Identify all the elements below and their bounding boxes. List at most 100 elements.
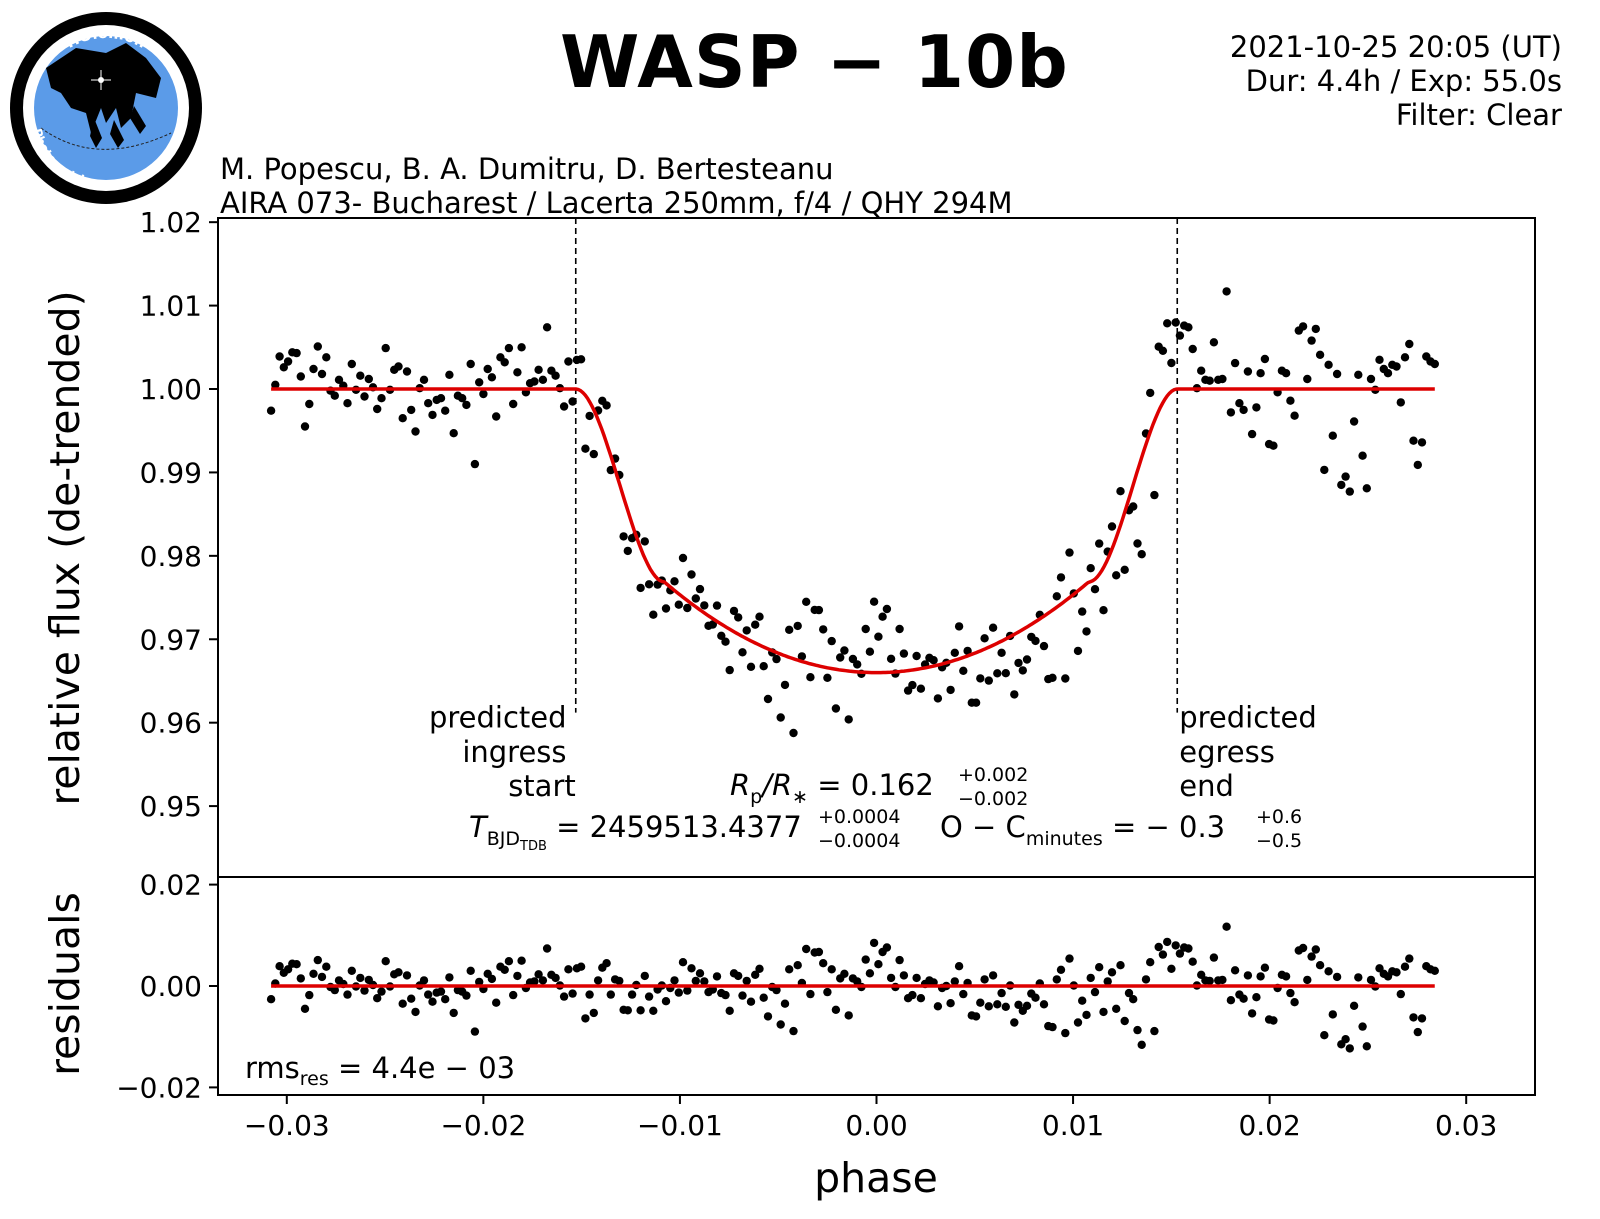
flux-data-point bbox=[1286, 396, 1295, 405]
flux-data-point bbox=[407, 405, 416, 415]
residual-data-point bbox=[373, 994, 382, 1003]
flux-data-point bbox=[424, 399, 433, 408]
residual-data-point bbox=[806, 989, 815, 999]
residual-data-point bbox=[1392, 968, 1401, 977]
flux-data-point bbox=[402, 367, 412, 376]
residual-data-point bbox=[542, 944, 552, 953]
residual-data-point bbox=[492, 998, 501, 1007]
flux-data-point bbox=[517, 343, 526, 352]
flux-data-point bbox=[950, 648, 959, 657]
flux-data-point bbox=[585, 411, 594, 421]
flux-data-point bbox=[836, 653, 845, 662]
flux-data-point bbox=[954, 622, 964, 631]
logo-peninsula-1 bbox=[90, 118, 102, 148]
flux-data-point bbox=[763, 694, 773, 704]
ingress-label-line: ingress bbox=[462, 735, 566, 769]
flux-data-point bbox=[542, 323, 552, 332]
flux-data-point bbox=[398, 414, 407, 423]
flux-data-point bbox=[1167, 358, 1176, 368]
residual-data-point bbox=[398, 999, 407, 1008]
holomon-logo: HOlomon Photometric Software bbox=[10, 12, 202, 204]
residual-data-point bbox=[695, 969, 705, 978]
flux-data-point bbox=[1349, 417, 1359, 426]
flux-data-point bbox=[356, 371, 365, 380]
flux-data-point bbox=[1052, 592, 1062, 601]
residual-data-point bbox=[1345, 1044, 1355, 1053]
flux-data-point bbox=[500, 358, 509, 367]
residual-y-ticks: −0.02 0.00 0.02 bbox=[116, 869, 218, 1104]
flux-data-point bbox=[674, 600, 683, 609]
flux-data-point bbox=[305, 399, 314, 409]
observers: M. Popescu, B. A. Dumitru, D. Bertestean… bbox=[220, 152, 834, 186]
flux-data-point bbox=[1290, 411, 1299, 420]
residual-data-point bbox=[275, 962, 284, 971]
residual-data-point bbox=[470, 1027, 480, 1036]
main-y-tick-label: 0.97 bbox=[140, 623, 202, 656]
rms-subscript: res bbox=[300, 1068, 329, 1090]
flux-data-point bbox=[1226, 408, 1236, 417]
filter-info: Filter: Clear bbox=[1395, 98, 1562, 132]
flux-data-point bbox=[568, 397, 577, 406]
flux-data-point bbox=[1065, 548, 1074, 557]
t-symbol: T bbox=[469, 810, 489, 844]
main-y-tick-label: 1.00 bbox=[140, 373, 202, 406]
flux-data-point bbox=[1120, 565, 1129, 574]
x-axis-label: phase bbox=[814, 1154, 938, 1202]
residual-data-point bbox=[640, 971, 649, 981]
flux-data-point bbox=[827, 636, 836, 646]
flux-data-point bbox=[538, 375, 548, 384]
o-minus-c-label: O − Cminutes = − 0.3 bbox=[940, 810, 1225, 850]
flux-data-point bbox=[1150, 490, 1159, 500]
flux-data-point bbox=[487, 373, 497, 382]
flux-data-point bbox=[759, 662, 768, 671]
flux-data-point bbox=[475, 378, 484, 387]
flux-data-point bbox=[802, 597, 811, 606]
residual-data-point bbox=[305, 990, 314, 1000]
logo-land-shape bbox=[46, 43, 161, 133]
residual-data-point bbox=[831, 1005, 841, 1014]
flux-data-point bbox=[980, 634, 989, 643]
flux-data-point bbox=[976, 674, 985, 683]
residual-data-point bbox=[424, 990, 433, 999]
residual-data-point bbox=[402, 971, 412, 980]
residual-data-points bbox=[266, 922, 1440, 1053]
flux-data-point bbox=[441, 406, 450, 415]
observer-info: M. Popescu, B. A. Dumitru, D. Bertestean… bbox=[220, 152, 1013, 220]
flux-data-point bbox=[1345, 487, 1355, 496]
flux-data-point bbox=[844, 715, 853, 724]
residual-data-point bbox=[1252, 993, 1261, 1002]
residual-data-point bbox=[725, 1006, 734, 1015]
flux-data-point bbox=[296, 372, 305, 381]
residual-data-point bbox=[1230, 966, 1240, 975]
flux-data-point bbox=[445, 370, 454, 379]
residual-data-point bbox=[436, 987, 446, 996]
t-err-down: −0.0004 bbox=[818, 830, 900, 852]
flux-data-point bbox=[1230, 358, 1240, 368]
flux-data-point bbox=[483, 364, 492, 374]
flux-data-point bbox=[458, 394, 467, 403]
residual-data-point bbox=[292, 960, 301, 969]
flux-data-point bbox=[1400, 353, 1410, 362]
flux-data-point bbox=[364, 374, 373, 384]
flux-data-point bbox=[1281, 369, 1291, 378]
flux-data-point bbox=[1022, 655, 1032, 664]
t-value: = 2459513.4377 bbox=[547, 810, 802, 844]
flux-data-point bbox=[347, 359, 356, 369]
rp-err-down: −0.002 bbox=[958, 788, 1028, 810]
flux-data-point bbox=[275, 352, 284, 361]
flux-data-point bbox=[1354, 370, 1363, 379]
residual-y-tick-label: 0.02 bbox=[140, 869, 202, 902]
residual-data-point bbox=[1065, 954, 1074, 963]
residual-data-point bbox=[1014, 1000, 1023, 1009]
residual-data-point bbox=[823, 987, 832, 997]
flux-data-point bbox=[1129, 502, 1138, 511]
residual-data-point bbox=[1218, 975, 1227, 985]
oc-subscript: minutes bbox=[1026, 828, 1103, 850]
residual-data-point bbox=[559, 992, 569, 1001]
flux-data-point bbox=[882, 604, 892, 614]
residual-data-point bbox=[1328, 1010, 1338, 1019]
residual-data-point bbox=[1226, 996, 1236, 1005]
residual-data-point bbox=[1362, 1042, 1372, 1051]
flux-data-point bbox=[729, 606, 739, 616]
